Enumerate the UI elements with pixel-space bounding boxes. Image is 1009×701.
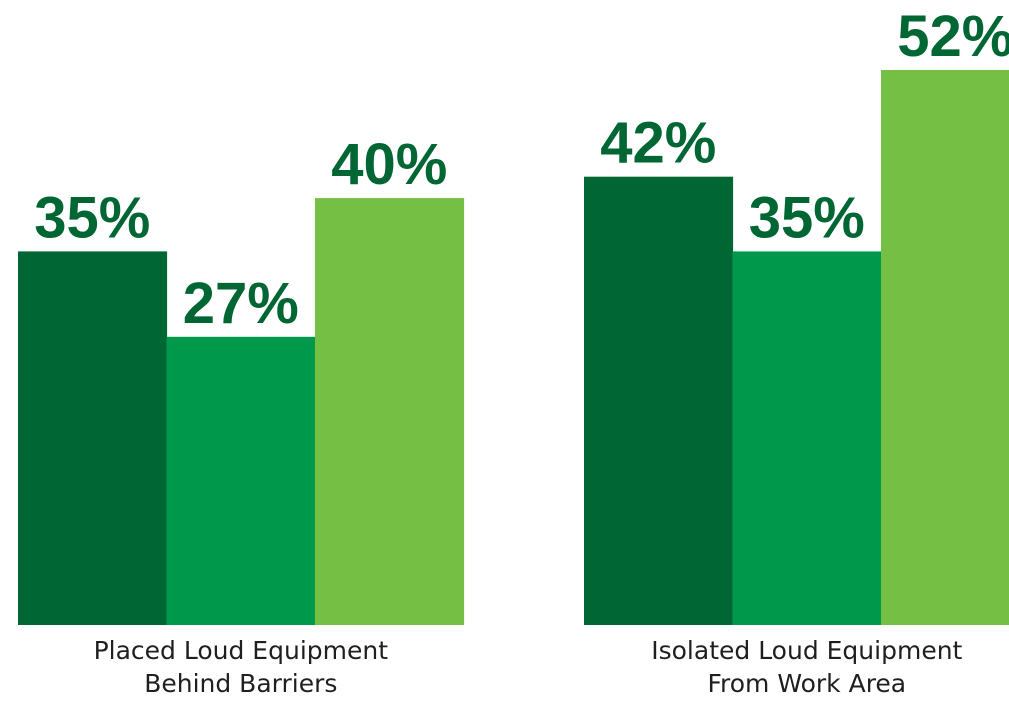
bar-value-label: 27% (183, 271, 299, 336)
category-label-line: Behind Barriers (144, 669, 337, 698)
bar-value-label: 52% (897, 4, 1009, 69)
bar-group-placed-loud-equipment-behind-barriers: 35% 27% 40% Placed Loud Equipment Behind Bar… (18, 132, 465, 698)
bar-isolated-loud-equipment-from-work-area-3 (881, 70, 1009, 625)
bar-isolated-loud-equipment-from-work-area-1 (584, 176, 734, 625)
bar-placed-loud-equipment-behind-barriers-2 (166, 336, 316, 625)
category-label-line: From Work Area (707, 669, 906, 698)
bar-value-label: 40% (331, 132, 447, 197)
bar-value-label: 35% (749, 185, 865, 250)
bar-value-label: 42% (600, 111, 716, 176)
bar-group-isolated-loud-equipment-from-work-area: 42% 35% 52% Isolated Loud Equipment From Wor… (584, 4, 1009, 698)
category-label-line: Placed Loud Equipment (94, 636, 389, 665)
bar-isolated-loud-equipment-from-work-area-2 (732, 251, 882, 625)
bar-value-label: 35% (34, 185, 150, 250)
bar-placed-loud-equipment-behind-barriers-1 (18, 251, 168, 625)
bar-placed-loud-equipment-behind-barriers-3 (315, 198, 465, 625)
category-label-line: Isolated Loud Equipment (651, 636, 962, 665)
